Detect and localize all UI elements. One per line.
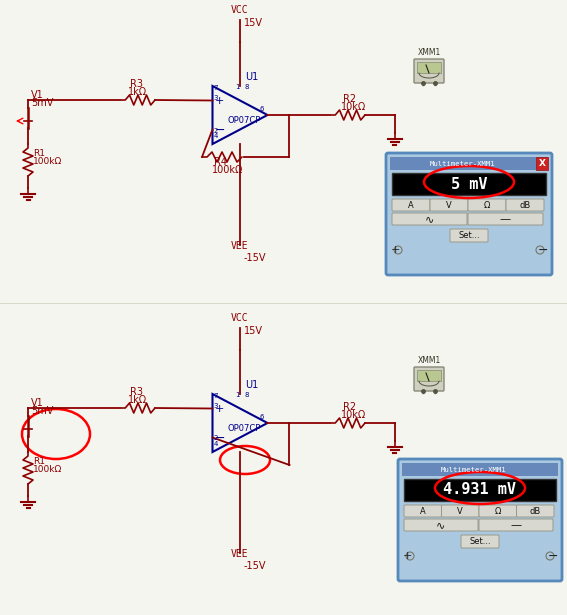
Text: V: V: [458, 507, 463, 515]
Text: 15V: 15V: [244, 18, 263, 28]
Text: 100kΩ: 100kΩ: [33, 157, 62, 166]
Text: Set...: Set...: [458, 231, 480, 240]
Text: +: +: [403, 551, 412, 561]
Text: U1: U1: [245, 380, 258, 390]
FancyBboxPatch shape: [517, 505, 554, 517]
Text: A: A: [408, 200, 414, 210]
Text: 3: 3: [214, 95, 218, 100]
Text: +: +: [215, 95, 224, 106]
Bar: [404, 479, 556, 501]
FancyBboxPatch shape: [479, 505, 517, 517]
Text: 6: 6: [260, 106, 264, 112]
Text: dB: dB: [519, 200, 531, 210]
Text: 4: 4: [214, 441, 218, 447]
Text: 100kΩ: 100kΩ: [212, 165, 243, 175]
Text: XMM1: XMM1: [417, 48, 441, 57]
Bar: [402, 463, 558, 476]
FancyBboxPatch shape: [404, 519, 478, 531]
Text: VCC: VCC: [231, 313, 249, 323]
Bar: [392, 173, 546, 195]
FancyBboxPatch shape: [430, 199, 468, 211]
Text: 5mV: 5mV: [31, 98, 53, 108]
Text: R1: R1: [33, 149, 45, 158]
Text: —: —: [500, 214, 511, 224]
Text: A: A: [420, 507, 426, 515]
Text: 100kΩ: 100kΩ: [33, 465, 62, 474]
Text: 2: 2: [214, 435, 218, 442]
Text: R2: R2: [343, 402, 356, 412]
Text: 5mV: 5mV: [31, 406, 53, 416]
Bar: [417, 370, 441, 381]
FancyBboxPatch shape: [450, 229, 488, 242]
Text: R4: R4: [214, 157, 227, 167]
FancyBboxPatch shape: [392, 199, 430, 211]
Text: Multimeter-XMM1: Multimeter-XMM1: [441, 467, 507, 472]
Bar: [390, 157, 548, 170]
FancyBboxPatch shape: [461, 535, 499, 548]
Text: 1: 1: [235, 392, 239, 398]
Text: VEE: VEE: [231, 241, 249, 251]
Bar: [536, 157, 548, 170]
Text: −: −: [538, 244, 548, 256]
Text: 7: 7: [214, 393, 218, 399]
Text: 1kΩ: 1kΩ: [128, 395, 147, 405]
FancyBboxPatch shape: [392, 213, 467, 225]
FancyBboxPatch shape: [442, 505, 479, 517]
Text: VEE: VEE: [231, 549, 249, 559]
Text: dB: dB: [530, 507, 541, 515]
FancyBboxPatch shape: [414, 59, 444, 83]
FancyBboxPatch shape: [404, 505, 442, 517]
Text: -15V: -15V: [244, 561, 266, 571]
Text: 8: 8: [245, 84, 249, 90]
Text: ∿: ∿: [437, 520, 446, 530]
Text: 2: 2: [214, 127, 218, 133]
Text: R2: R2: [343, 94, 356, 104]
Text: -15V: -15V: [244, 253, 266, 263]
Text: U1: U1: [245, 72, 258, 82]
Text: —: —: [510, 520, 522, 530]
Text: 15V: 15V: [244, 326, 263, 336]
Text: V: V: [446, 200, 452, 210]
FancyBboxPatch shape: [468, 199, 506, 211]
Text: R1: R1: [33, 457, 45, 466]
FancyBboxPatch shape: [506, 199, 544, 211]
Text: Multimeter-XMM1: Multimeter-XMM1: [430, 161, 496, 167]
Text: 1: 1: [235, 84, 239, 90]
FancyBboxPatch shape: [414, 367, 444, 391]
Text: V1: V1: [31, 398, 44, 408]
Text: 10kΩ: 10kΩ: [341, 102, 366, 112]
Text: OP07CP: OP07CP: [228, 424, 261, 433]
Text: 7: 7: [214, 85, 218, 91]
Bar: [417, 62, 441, 73]
Text: R3: R3: [130, 387, 143, 397]
FancyBboxPatch shape: [398, 459, 562, 581]
Text: 4.931 mV: 4.931 mV: [443, 483, 517, 498]
FancyBboxPatch shape: [479, 519, 553, 531]
Text: 3: 3: [214, 402, 218, 408]
Text: +: +: [390, 245, 400, 255]
Text: −: −: [548, 549, 558, 563]
FancyBboxPatch shape: [468, 213, 543, 225]
Text: 6: 6: [260, 414, 264, 420]
Text: 8: 8: [245, 392, 249, 398]
Text: VCC: VCC: [231, 5, 249, 15]
Text: V1: V1: [31, 90, 44, 100]
Text: 1kΩ: 1kΩ: [128, 87, 147, 97]
Text: R3: R3: [130, 79, 143, 89]
Text: 5 mV: 5 mV: [451, 177, 487, 191]
Text: ∿: ∿: [425, 214, 434, 224]
Text: Ω: Ω: [484, 200, 490, 210]
Text: +: +: [215, 403, 224, 413]
Text: XMM1: XMM1: [417, 356, 441, 365]
Text: Set...: Set...: [469, 537, 491, 546]
Text: X: X: [539, 159, 545, 168]
FancyBboxPatch shape: [386, 153, 552, 275]
Text: 4: 4: [214, 133, 218, 139]
Text: −: −: [214, 432, 225, 445]
Text: −: −: [214, 124, 225, 137]
Text: Ω: Ω: [494, 507, 501, 515]
Text: OP07CP: OP07CP: [228, 116, 261, 125]
Text: 10kΩ: 10kΩ: [341, 410, 366, 420]
